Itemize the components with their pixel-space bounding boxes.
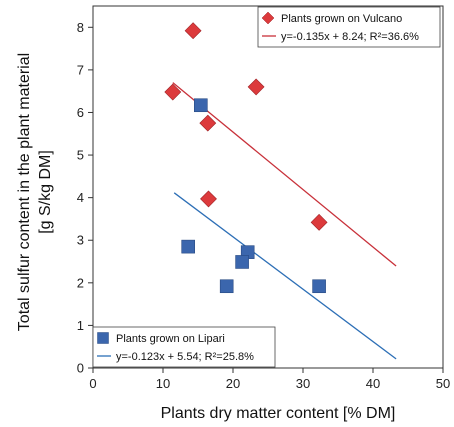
fit-line-series-1	[173, 192, 397, 360]
x-axis-title: Plants dry matter content [% DM]	[161, 405, 396, 422]
diamond-point-1	[247, 78, 265, 96]
axes: 0 10 20 30 40 50 0 1 2 3 4 5 6 7 8	[77, 5, 450, 391]
fit-line-series-0	[172, 82, 397, 267]
diamond-point-3	[199, 114, 217, 132]
legends: Plants grown on Vulcano y=-0.135x + 8.24;…	[92, 6, 441, 368]
x-tick-label-1: 10	[156, 376, 170, 391]
x-tick-label-0: 0	[89, 376, 96, 391]
legend-equation-series-1: y=-0.123x + 5.54; R²=25.8%	[116, 351, 254, 363]
y-tick-label-8: 8	[77, 20, 84, 35]
square-point-4	[219, 279, 234, 294]
fit-lines	[172, 82, 397, 360]
x-tick-label-5: 50	[436, 376, 450, 391]
legend-square-icon	[97, 332, 109, 344]
x-tick-label-2: 20	[226, 376, 240, 391]
legend-equation-series-0: y=-0.135x + 8.24; R²=36.6%	[281, 31, 419, 43]
y-tick-label-0: 0	[77, 361, 84, 376]
diamond-point-0	[184, 22, 202, 40]
square-point-3	[235, 255, 249, 269]
legend-diamond-icon	[261, 11, 275, 25]
y-tick-label-5: 5	[77, 148, 84, 163]
y-tick-label-2: 2	[77, 275, 84, 290]
y-tick-label-7: 7	[77, 62, 84, 77]
plot-frame	[92, 5, 444, 369]
data-points	[164, 22, 328, 294]
x-tick-label-3: 30	[296, 376, 310, 391]
y-tick-label-1: 1	[77, 318, 84, 333]
square-point-5	[312, 279, 326, 294]
x-tick-label-4: 40	[366, 376, 380, 391]
legend-label-series-1: Plants grown on Lipari	[116, 333, 225, 345]
square-point-0	[194, 98, 208, 113]
diamond-point-2	[164, 83, 182, 101]
y-axis-title-line-1: Total sulfur content in the plant materi…	[16, 53, 33, 331]
legend-box-series-0	[257, 6, 441, 48]
y-axis-title-line-2: [g S/kg DM]	[37, 150, 54, 234]
diamond-point-5	[310, 213, 328, 231]
diamond-point-4	[200, 190, 217, 208]
square-point-1	[181, 239, 195, 254]
y-tick-label-6: 6	[77, 105, 84, 120]
legend-label-series-0: Plants grown on Vulcano	[281, 13, 402, 25]
legend-box-series-1	[92, 326, 276, 368]
y-tick-label-4: 4	[77, 190, 84, 205]
y-tick-label-3: 3	[77, 233, 84, 248]
